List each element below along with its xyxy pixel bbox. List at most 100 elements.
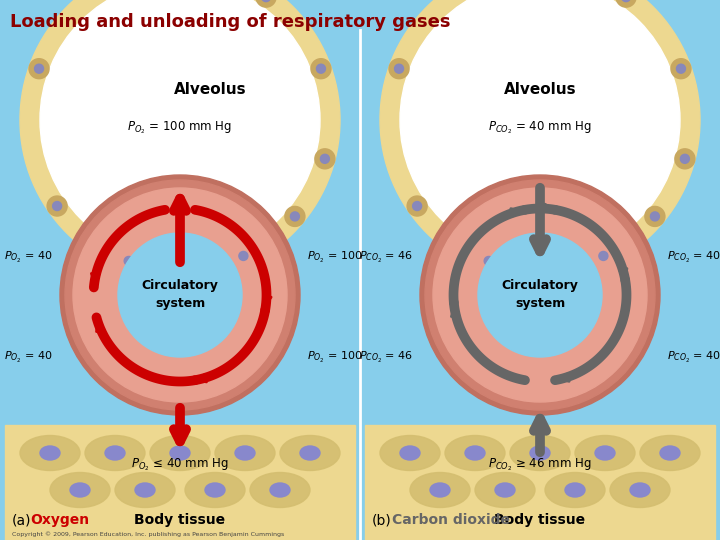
Text: $P_{O_2}$ = 100: $P_{O_2}$ = 100: [307, 249, 363, 265]
Circle shape: [675, 149, 695, 169]
Ellipse shape: [235, 446, 255, 460]
Circle shape: [599, 252, 608, 260]
Ellipse shape: [50, 472, 110, 508]
Circle shape: [407, 196, 427, 216]
Text: $P_{O_2}$ = 100 mm Hg: $P_{O_2}$ = 100 mm Hg: [127, 120, 233, 136]
Text: Oxygen: Oxygen: [30, 513, 89, 527]
Text: $P_{CO_2}$ = 40 mm Hg: $P_{CO_2}$ = 40 mm Hg: [488, 120, 592, 136]
Text: Body tissue: Body tissue: [495, 513, 585, 527]
Circle shape: [65, 180, 295, 410]
Ellipse shape: [465, 446, 485, 460]
Circle shape: [420, 175, 660, 415]
Circle shape: [671, 59, 691, 79]
Text: (a): (a): [12, 513, 32, 527]
Text: $P_{O_2}$ = 40: $P_{O_2}$ = 40: [4, 249, 53, 265]
Ellipse shape: [205, 483, 225, 497]
Ellipse shape: [545, 472, 605, 508]
Ellipse shape: [610, 472, 670, 508]
Circle shape: [73, 188, 287, 402]
Text: $P_{CO_2}$ = 40: $P_{CO_2}$ = 40: [667, 249, 720, 265]
Ellipse shape: [185, 472, 245, 508]
Text: Circulatory
system: Circulatory system: [142, 280, 218, 310]
Circle shape: [122, 237, 238, 353]
Text: $P_{O_2}$ ≤ 40 mm Hg: $P_{O_2}$ ≤ 40 mm Hg: [131, 457, 229, 473]
Ellipse shape: [510, 435, 570, 470]
Circle shape: [29, 59, 49, 79]
Ellipse shape: [660, 446, 680, 460]
Circle shape: [118, 233, 242, 357]
Ellipse shape: [400, 446, 420, 460]
Ellipse shape: [105, 446, 125, 460]
Bar: [5, 425, 355, 540]
Circle shape: [650, 212, 660, 221]
Ellipse shape: [40, 446, 60, 460]
Circle shape: [119, 251, 139, 271]
Circle shape: [290, 212, 300, 221]
Text: Alveolus: Alveolus: [174, 83, 246, 98]
Text: $P_{CO_2}$ ≥ 46 mm Hg: $P_{CO_2}$ ≥ 46 mm Hg: [488, 457, 592, 473]
Circle shape: [680, 154, 689, 163]
Ellipse shape: [20, 435, 80, 470]
Bar: [365, 425, 715, 540]
Ellipse shape: [430, 483, 450, 497]
Ellipse shape: [475, 472, 535, 508]
Circle shape: [317, 64, 325, 73]
Text: Alveolus: Alveolus: [504, 83, 576, 98]
Circle shape: [400, 0, 680, 260]
Circle shape: [380, 0, 700, 280]
Text: Loading and unloading of respiratory gases: Loading and unloading of respiratory gas…: [10, 13, 451, 31]
Ellipse shape: [115, 472, 175, 508]
Circle shape: [233, 246, 253, 266]
Text: $P_{CO_2}$ = 40: $P_{CO_2}$ = 40: [667, 349, 720, 364]
Circle shape: [311, 59, 331, 79]
Circle shape: [482, 237, 598, 353]
Text: $P_{O_2}$ = 40: $P_{O_2}$ = 40: [4, 349, 53, 364]
Circle shape: [616, 0, 636, 7]
Text: $P_{CO_2}$ = 46: $P_{CO_2}$ = 46: [359, 249, 413, 265]
Text: Circulatory
system: Circulatory system: [502, 280, 578, 310]
Text: Copyright © 2009, Pearson Education, Inc. publishing as Pearson Benjamin Cumming: Copyright © 2009, Pearson Education, Inc…: [12, 531, 284, 537]
Circle shape: [413, 201, 422, 211]
Ellipse shape: [630, 483, 650, 497]
Circle shape: [677, 64, 685, 73]
Ellipse shape: [565, 483, 585, 497]
Ellipse shape: [170, 446, 190, 460]
Text: Carbon dioxide: Carbon dioxide: [392, 513, 510, 527]
Ellipse shape: [595, 446, 615, 460]
Ellipse shape: [495, 483, 515, 497]
Text: $P_{CO_2}$ = 46: $P_{CO_2}$ = 46: [359, 349, 413, 364]
Ellipse shape: [575, 435, 635, 470]
Circle shape: [256, 0, 276, 7]
Circle shape: [315, 149, 335, 169]
Circle shape: [433, 188, 647, 402]
Ellipse shape: [270, 483, 290, 497]
Circle shape: [478, 233, 602, 357]
Text: $P_{O_2}$ = 100: $P_{O_2}$ = 100: [307, 349, 363, 364]
Circle shape: [389, 59, 409, 79]
Text: Body tissue: Body tissue: [135, 513, 225, 527]
Ellipse shape: [445, 435, 505, 470]
Circle shape: [593, 246, 613, 266]
Circle shape: [239, 252, 248, 260]
Circle shape: [320, 154, 329, 163]
Ellipse shape: [640, 435, 700, 470]
Ellipse shape: [250, 472, 310, 508]
Circle shape: [285, 206, 305, 226]
Circle shape: [35, 64, 43, 73]
Circle shape: [395, 64, 403, 73]
Ellipse shape: [530, 446, 550, 460]
Circle shape: [124, 256, 133, 266]
Circle shape: [621, 0, 631, 2]
Text: (b): (b): [372, 513, 392, 527]
Ellipse shape: [380, 435, 440, 470]
Ellipse shape: [135, 483, 155, 497]
Circle shape: [645, 206, 665, 226]
Circle shape: [484, 256, 493, 266]
Ellipse shape: [150, 435, 210, 470]
Circle shape: [53, 201, 62, 211]
Circle shape: [47, 196, 67, 216]
Circle shape: [261, 0, 271, 2]
Ellipse shape: [70, 483, 90, 497]
Circle shape: [60, 175, 300, 415]
Ellipse shape: [280, 435, 340, 470]
